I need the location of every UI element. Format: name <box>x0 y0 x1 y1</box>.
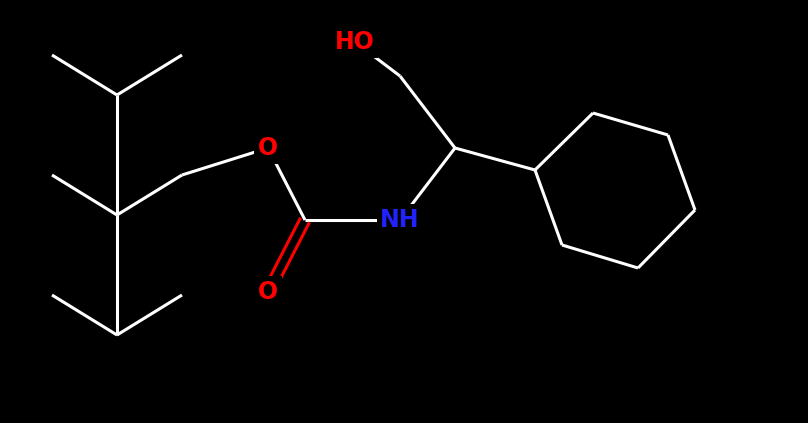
Text: O: O <box>258 136 278 160</box>
Text: HO: HO <box>335 30 375 54</box>
Text: O: O <box>258 280 278 304</box>
Text: NH: NH <box>381 208 419 232</box>
